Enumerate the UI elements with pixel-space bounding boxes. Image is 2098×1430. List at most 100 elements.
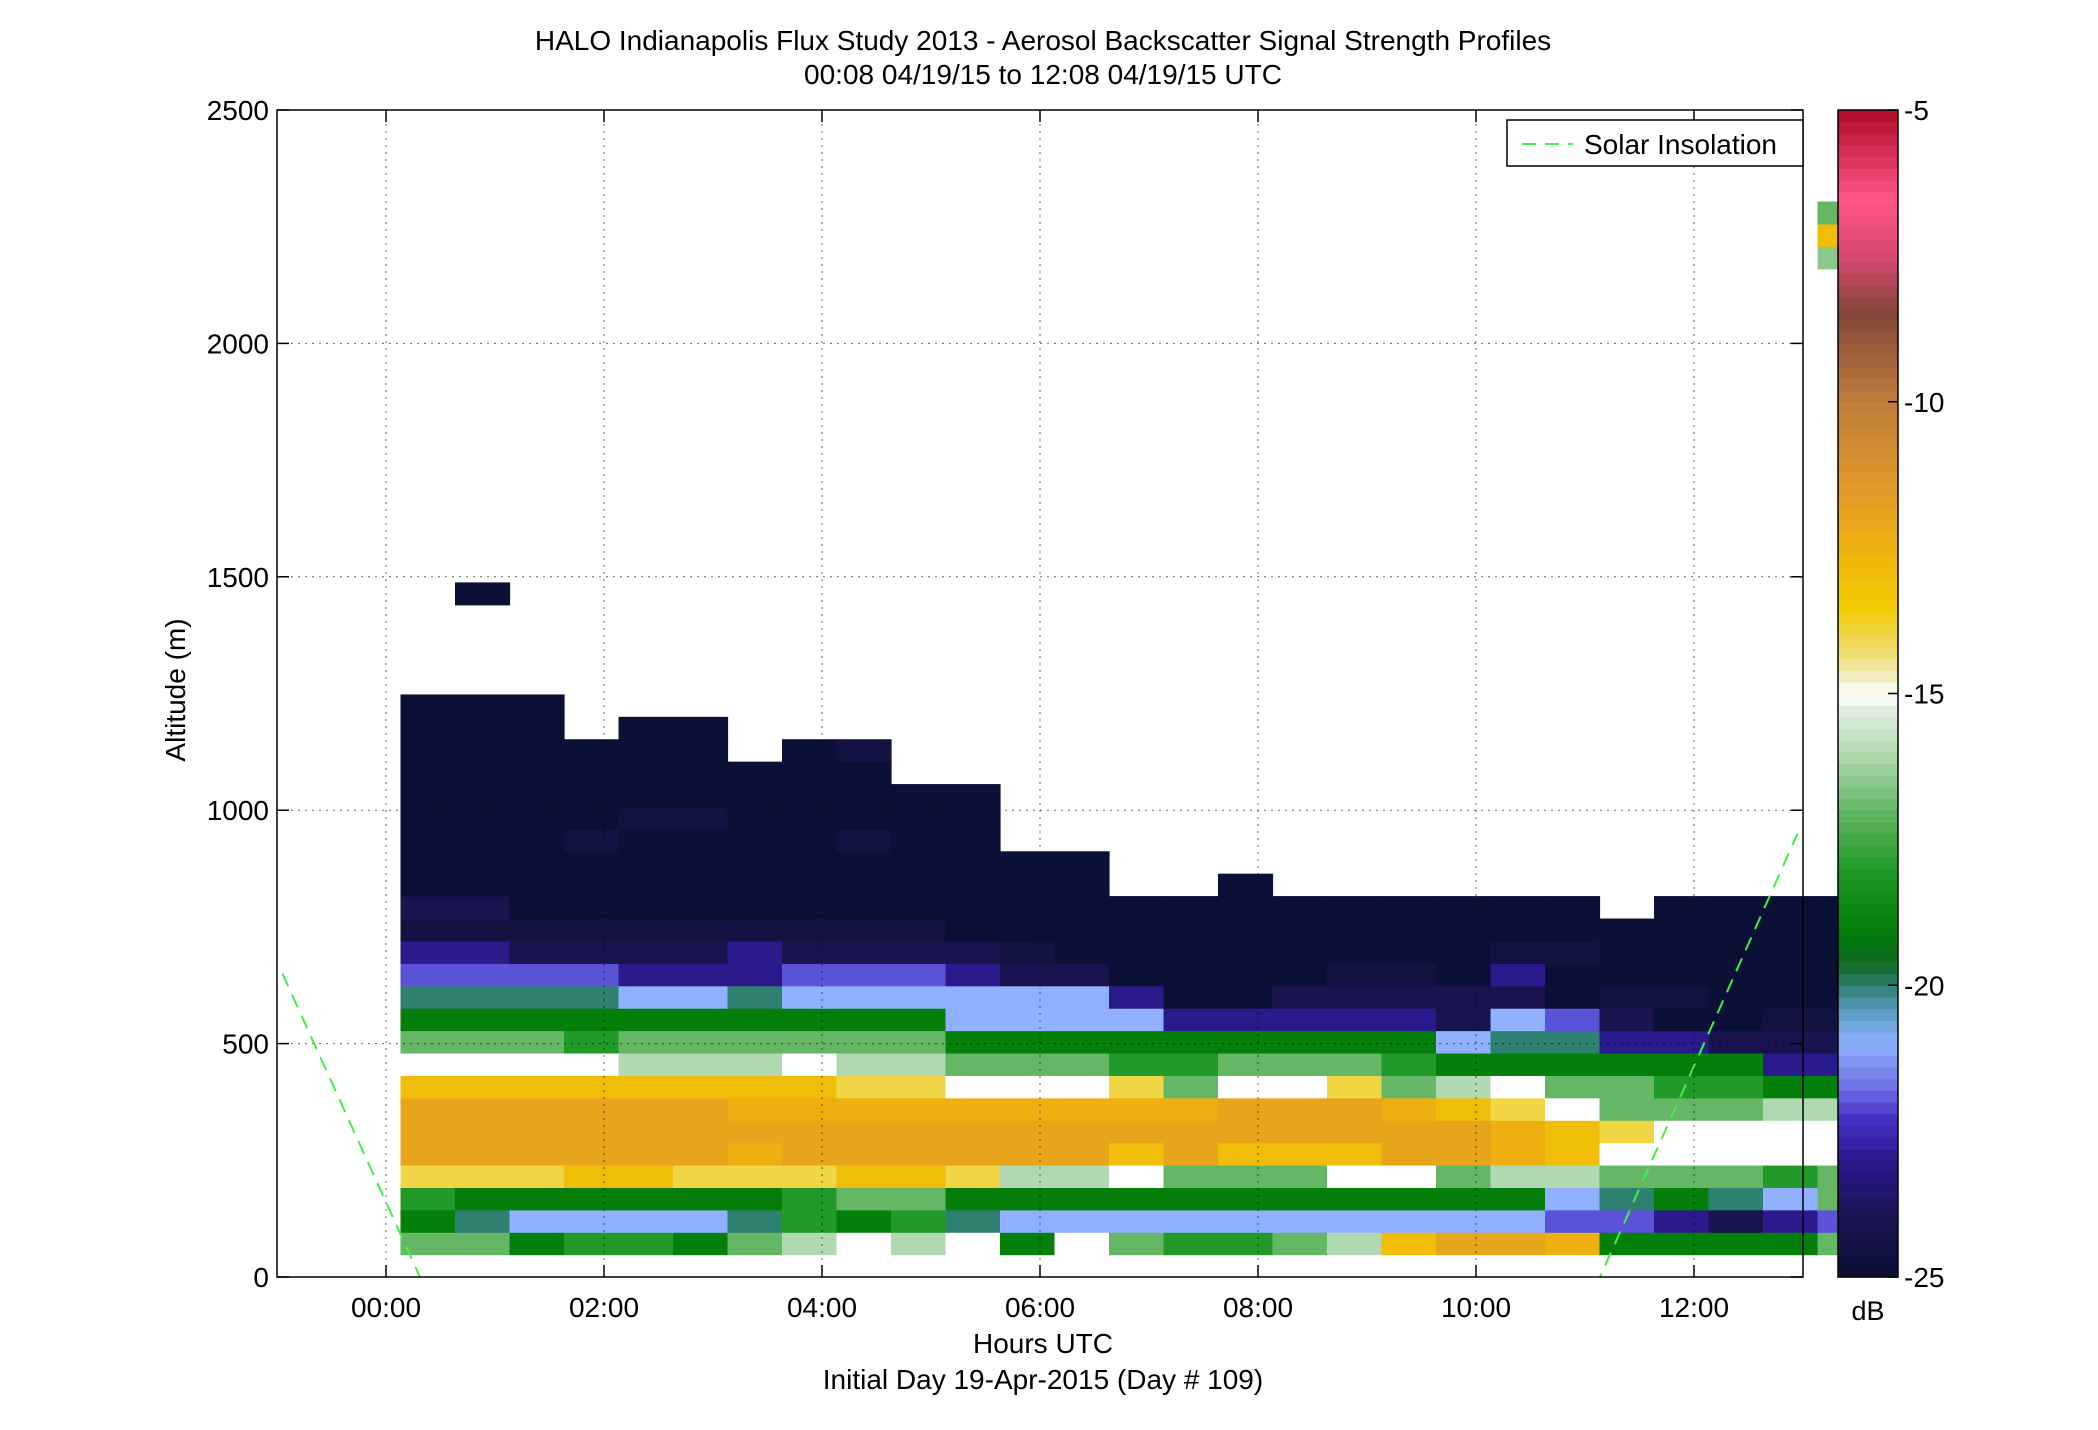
heatmap-cell [1708, 940, 1764, 964]
heatmap-cell [509, 1209, 565, 1233]
heatmap-cell [400, 985, 456, 1009]
heatmap-cell [1327, 1142, 1383, 1166]
colorbar-swatch [1838, 1171, 1898, 1185]
heatmap-cell [455, 1142, 511, 1166]
heatmap-cell [782, 985, 838, 1009]
heatmap-cell [455, 896, 511, 920]
heatmap-cell [1381, 1008, 1437, 1032]
colorbar-swatch [1838, 1113, 1898, 1126]
heatmap-cell [1272, 918, 1328, 942]
y-tick-label: 2500 [207, 95, 269, 126]
heatmap-cell [400, 963, 456, 987]
colorbar-swatch [1838, 880, 1898, 893]
heatmap-cell [673, 739, 729, 763]
heatmap-cell [1054, 1120, 1110, 1144]
heatmap-cell [618, 963, 674, 987]
colorbar-tick-label: -10 [1904, 387, 1944, 418]
heatmap-cell [1054, 873, 1110, 897]
heatmap-cell [564, 985, 620, 1009]
heatmap-cell [1545, 963, 1601, 987]
heatmap-cell [1218, 985, 1274, 1009]
colorbar-swatch [1838, 1218, 1898, 1231]
heatmap-cell [727, 1209, 783, 1233]
heatmap-cell [673, 918, 729, 942]
heatmap-cell [782, 784, 838, 808]
heatmap-cell [945, 1030, 1001, 1054]
colorbar-swatch [1838, 658, 1898, 671]
heatmap-cell [564, 1008, 620, 1032]
heatmap-cell [564, 806, 620, 830]
heatmap-cell [836, 1164, 892, 1188]
heatmap-cell [1054, 851, 1110, 875]
heatmap-cell [400, 694, 456, 718]
heatmap-cell [1272, 1187, 1328, 1211]
heatmap-cell [509, 985, 565, 1009]
heatmap-cell [1708, 918, 1764, 942]
colorbar-swatch [1838, 681, 1898, 695]
heatmap-cell [1272, 940, 1328, 964]
heatmap-cell [1763, 1142, 1819, 1166]
heatmap-cell [1654, 963, 1710, 987]
heatmap-cell [1272, 1097, 1328, 1121]
heatmap-cell [400, 1142, 456, 1166]
heatmap-cell [1109, 896, 1165, 920]
heatmap-cell [1381, 940, 1437, 964]
heatmap-cell [1272, 1209, 1328, 1233]
heatmap-cell [673, 1120, 729, 1144]
heatmap-cell [400, 1097, 456, 1121]
heatmap-cell [673, 1030, 729, 1054]
heatmap-cell [455, 1030, 511, 1054]
heatmap-cell [782, 896, 838, 920]
heatmap-cell [1218, 1187, 1274, 1211]
y-tick-label: 0 [253, 1262, 269, 1293]
heatmap-cell [1436, 1142, 1492, 1166]
heatmap-cell [564, 940, 620, 964]
heatmap-cell [727, 940, 783, 964]
heatmap-cell [673, 1209, 729, 1233]
heatmap-cell [455, 918, 511, 942]
heatmap-cell [1381, 985, 1437, 1009]
heatmap-cell [564, 896, 620, 920]
heatmap-cell [1545, 940, 1601, 964]
heatmap-cell [1708, 1075, 1764, 1099]
heatmap-cell [891, 828, 947, 852]
heatmap-cell [1436, 1075, 1492, 1099]
heatmap-cell [945, 1097, 1001, 1121]
colorbar-swatch [1838, 541, 1898, 555]
heatmap-cell [1763, 1187, 1819, 1211]
heatmap-cell [564, 1164, 620, 1188]
heatmap-cell [1218, 1097, 1274, 1121]
heatmap-cell [1490, 985, 1546, 1009]
heatmap-cell [1000, 1187, 1056, 1211]
heatmap-cell [727, 963, 783, 987]
heatmap-cell [891, 851, 947, 875]
heatmap-cell [727, 1232, 783, 1256]
heatmap-cells [400, 201, 1873, 1256]
heatmap-cell [945, 1164, 1001, 1188]
colorbar-swatch [1838, 1183, 1898, 1196]
heatmap-cell [782, 806, 838, 830]
heatmap-cell [455, 1008, 511, 1032]
colorbar-swatch [1838, 588, 1898, 601]
heatmap-cell [1763, 1232, 1819, 1256]
heatmap-cell [836, 918, 892, 942]
heatmap-cell [1054, 1142, 1110, 1166]
heatmap-cell [1163, 1209, 1219, 1233]
colorbar-swatch [1838, 565, 1898, 578]
heatmap-cell [1109, 1052, 1165, 1076]
heatmap-cell [1272, 1008, 1328, 1032]
heatmap-cell [891, 1142, 947, 1166]
heatmap-cell [400, 1008, 456, 1032]
heatmap-cell [782, 963, 838, 987]
heatmap-cell [1654, 1030, 1710, 1054]
heatmap-cell [836, 1187, 892, 1211]
heatmap-cell [1490, 1030, 1546, 1054]
colorbar-swatch [1838, 273, 1898, 286]
heatmap-cell [727, 896, 783, 920]
colorbar-swatch [1838, 238, 1898, 251]
heatmap-cell [564, 1232, 620, 1256]
colorbar-swatch [1838, 215, 1898, 228]
heatmap-cell [673, 761, 729, 785]
heatmap-cell [564, 1187, 620, 1211]
heatmap-cell [1708, 1120, 1764, 1144]
